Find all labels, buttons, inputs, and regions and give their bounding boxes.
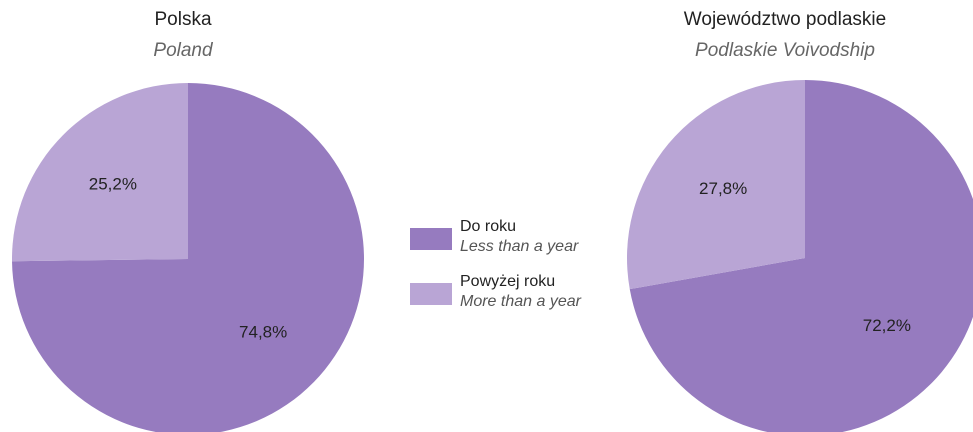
chart-subtitle: Poland [153,40,214,61]
pie-slice [11,83,188,262]
pie-slice [627,80,805,290]
legend-label: Powyżej roku [460,273,555,290]
pie-slice [629,80,973,432]
data-label: 25,2% [89,174,137,193]
chart-subtitle: Podlaskie Voivodship [695,40,875,61]
pie-slice [12,83,364,432]
legend-swatch [410,228,452,250]
data-label: 72,2% [863,316,911,335]
legend-label: Do roku [460,218,516,235]
legend-swatch [410,283,452,305]
data-label: 74,8% [239,323,287,342]
chart-title: Polska [154,9,211,30]
legend-label-en: Less than a year [460,238,579,255]
chart-title: Województwo podlaskie [684,9,886,30]
legend-label-en: More than a year [460,293,582,310]
data-label: 27,8% [699,179,747,198]
